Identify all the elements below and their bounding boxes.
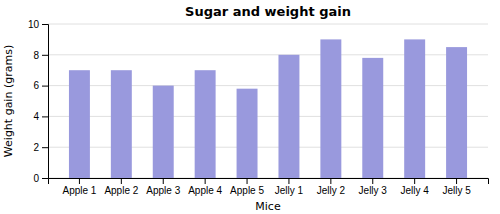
tick-label: Apple 1: [62, 185, 96, 196]
tick-label: Apple 4: [188, 185, 222, 196]
chart: Apple 1 Apple 2 Apple 3 Apple 4 Apple 5 Jelly…: [0, 0, 500, 214]
tick-label: Apple 3: [146, 185, 180, 196]
y-tick: 4: [33, 111, 48, 122]
x-tick: Apple 1: [62, 178, 96, 196]
x-tick: Apple 2: [104, 178, 138, 196]
bar: [69, 70, 90, 178]
tick-label: 4: [33, 111, 39, 122]
y-tick: 10: [28, 19, 48, 30]
tick-mark: [121, 178, 122, 184]
bar: [404, 39, 425, 178]
x-tick: Jelly 2: [317, 178, 346, 196]
x-label: Mice: [255, 200, 281, 213]
tick-mark: [42, 55, 48, 56]
tick-mark: [456, 178, 457, 184]
tick-label: Apple 2: [104, 185, 138, 196]
tick-mark: [372, 178, 373, 184]
x-tick: Apple 4: [188, 178, 222, 196]
tick-mark: [163, 178, 164, 184]
grid: [48, 24, 488, 178]
tick-mark: [79, 178, 80, 184]
tick-label: Jelly 4: [400, 185, 429, 196]
tick-label: 0: [33, 173, 39, 184]
axis-line: [42, 25, 49, 179]
bar: [195, 70, 216, 178]
bar: [153, 86, 174, 178]
tick-mark: [414, 178, 415, 184]
axis-line: [49, 179, 489, 185]
bar: [362, 58, 383, 178]
bar: [237, 89, 258, 178]
y-tick: 0: [33, 173, 48, 184]
tick-mark: [247, 178, 248, 184]
y-tick: 2: [33, 142, 48, 153]
plot: Apple 1 Apple 2 Apple 3 Apple 4 Apple 5 Jelly…: [28, 19, 489, 196]
bar: [278, 55, 299, 178]
title: Sugar and weight gain: [185, 4, 351, 19]
bars: [69, 39, 467, 178]
grid-line: [48, 24, 488, 25]
tick-label: Jelly 3: [359, 185, 388, 196]
x-tick: Jelly 5: [442, 178, 471, 196]
y-axis: 0 2 4 6 8 10: [28, 19, 49, 184]
tick-label: Jelly 2: [317, 185, 346, 196]
bar: [320, 39, 341, 178]
tick-mark: [330, 178, 331, 184]
tick-mark: [42, 116, 48, 117]
x-tick: Jelly 3: [359, 178, 388, 196]
y-label: Weight gain (grams): [2, 45, 15, 157]
tick-mark: [42, 24, 48, 25]
tick-label: Jelly 5: [442, 185, 471, 196]
x-axis: Apple 1 Apple 2 Apple 3 Apple 4 Apple 5 Jelly…: [49, 178, 489, 196]
y-tick: 8: [33, 50, 48, 61]
tick-label: 8: [33, 50, 39, 61]
x-tick: Jelly 1: [275, 178, 304, 196]
tick-mark: [42, 178, 48, 179]
tick-label: Jelly 1: [275, 185, 304, 196]
x-tick: Jelly 4: [400, 178, 429, 196]
tick-label: 2: [33, 142, 39, 153]
tick-mark: [288, 178, 289, 184]
bar: [111, 70, 132, 178]
y-tick: 6: [33, 80, 48, 91]
tick-mark: [42, 86, 48, 87]
tick-label: Apple 5: [230, 185, 264, 196]
x-tick: Apple 3: [146, 178, 180, 196]
tick-mark: [42, 147, 48, 148]
tick-label: 10: [28, 19, 40, 30]
tick-label: 6: [33, 80, 39, 91]
x-tick: Apple 5: [230, 178, 264, 196]
tick-mark: [205, 178, 206, 184]
bar: [446, 47, 467, 178]
